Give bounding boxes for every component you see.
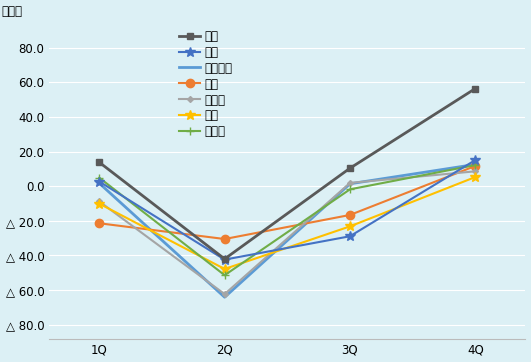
- 韓国: [472, 158, 478, 162]
- カナダ: [221, 292, 228, 296]
- カナダ: [472, 169, 478, 173]
- 日本: [472, 175, 478, 179]
- 日本: [221, 267, 228, 271]
- Line: 中国: 中国: [95, 162, 479, 243]
- メキシコ: [221, 295, 228, 299]
- ドイツ: [96, 176, 102, 180]
- 韓国: [96, 179, 102, 184]
- 中国: [221, 237, 228, 241]
- カナダ: [96, 199, 102, 203]
- 韓国: [221, 257, 228, 262]
- ドイツ: [221, 273, 228, 277]
- タイ: [472, 87, 478, 91]
- Line: カナダ: カナダ: [97, 169, 477, 296]
- 日本: [347, 224, 353, 228]
- Text: （％）: （％）: [2, 5, 22, 18]
- タイ: [221, 257, 228, 261]
- メキシコ: [472, 162, 478, 167]
- Line: 韓国: 韓国: [95, 155, 480, 265]
- メキシコ: [347, 182, 353, 186]
- カナダ: [347, 181, 353, 185]
- Line: ドイツ: ドイツ: [95, 161, 479, 279]
- Line: メキシコ: メキシコ: [99, 164, 475, 297]
- 韓国: [347, 234, 353, 239]
- ドイツ: [347, 187, 353, 191]
- タイ: [96, 160, 102, 164]
- Line: 日本: 日本: [95, 172, 480, 274]
- タイ: [347, 166, 353, 171]
- ドイツ: [472, 163, 478, 167]
- 日本: [96, 202, 102, 206]
- 中国: [96, 221, 102, 226]
- Legend: タイ, 韓国, メキシコ, 中国, カナダ, 日本, ドイツ: タイ, 韓国, メキシコ, 中国, カナダ, 日本, ドイツ: [179, 30, 233, 138]
- 中国: [472, 164, 478, 168]
- 中国: [347, 213, 353, 217]
- Line: タイ: タイ: [96, 85, 479, 262]
- メキシコ: [96, 181, 102, 185]
